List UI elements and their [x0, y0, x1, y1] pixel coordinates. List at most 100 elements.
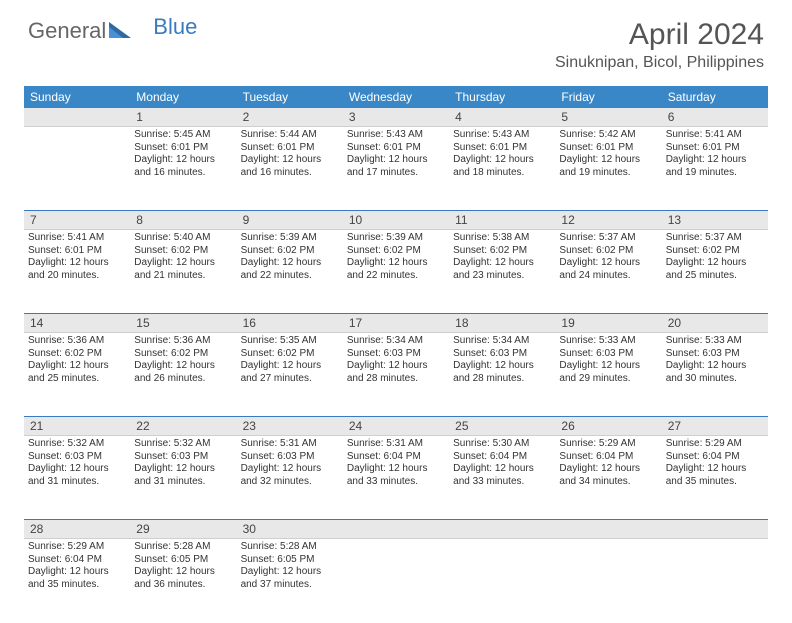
day-number: 21: [24, 417, 130, 435]
sunset-text: Sunset: 6:04 PM: [559, 451, 657, 464]
daylight-text: Daylight: 12 hours and 32 minutes.: [241, 463, 339, 488]
day-number: 28: [24, 520, 130, 538]
daylight-text: Daylight: 12 hours and 22 minutes.: [241, 257, 339, 282]
location-subtitle: Sinuknipan, Bicol, Philippines: [555, 54, 764, 72]
sunrise-text: Sunrise: 5:36 AM: [28, 335, 126, 348]
daylight-text: Daylight: 12 hours and 24 minutes.: [559, 257, 657, 282]
day-number: 8: [130, 211, 236, 229]
daylight-text: Daylight: 12 hours and 35 minutes.: [28, 566, 126, 591]
calendar: Sunday Monday Tuesday Wednesday Thursday…: [24, 86, 768, 623]
week-row: Sunrise: 5:29 AMSunset: 6:04 PMDaylight:…: [24, 539, 768, 623]
sunrise-text: Sunrise: 5:29 AM: [559, 438, 657, 451]
day-number: [449, 520, 555, 538]
day-cell: Sunrise: 5:45 AMSunset: 6:01 PMDaylight:…: [130, 127, 236, 210]
day-number: 9: [237, 211, 343, 229]
day-cell: Sunrise: 5:37 AMSunset: 6:02 PMDaylight:…: [555, 230, 661, 313]
day-details: Sunrise: 5:31 AMSunset: 6:04 PMDaylight:…: [347, 438, 445, 488]
daylight-text: Daylight: 12 hours and 19 minutes.: [559, 154, 657, 179]
sunset-text: Sunset: 6:02 PM: [347, 245, 445, 258]
month-title: April 2024: [555, 18, 764, 52]
day-number: 12: [555, 211, 661, 229]
day-number-row: 123456: [24, 108, 768, 127]
sunset-text: Sunset: 6:02 PM: [559, 245, 657, 258]
week-row: Sunrise: 5:45 AMSunset: 6:01 PMDaylight:…: [24, 127, 768, 211]
day-number: 26: [555, 417, 661, 435]
daylight-text: Daylight: 12 hours and 16 minutes.: [241, 154, 339, 179]
sunrise-text: Sunrise: 5:37 AM: [666, 232, 764, 245]
day-cell: Sunrise: 5:33 AMSunset: 6:03 PMDaylight:…: [662, 333, 768, 416]
weekday-header: Tuesday: [237, 86, 343, 108]
day-details: Sunrise: 5:39 AMSunset: 6:02 PMDaylight:…: [241, 232, 339, 282]
day-cell: Sunrise: 5:32 AMSunset: 6:03 PMDaylight:…: [130, 436, 236, 519]
week-row: Sunrise: 5:32 AMSunset: 6:03 PMDaylight:…: [24, 436, 768, 520]
day-number: 29: [130, 520, 236, 538]
daylight-text: Daylight: 12 hours and 33 minutes.: [453, 463, 551, 488]
day-cell: Sunrise: 5:34 AMSunset: 6:03 PMDaylight:…: [449, 333, 555, 416]
sunrise-text: Sunrise: 5:42 AM: [559, 129, 657, 142]
daylight-text: Daylight: 12 hours and 33 minutes.: [347, 463, 445, 488]
daylight-text: Daylight: 12 hours and 20 minutes.: [28, 257, 126, 282]
day-details: Sunrise: 5:44 AMSunset: 6:01 PMDaylight:…: [241, 129, 339, 179]
daylight-text: Daylight: 12 hours and 36 minutes.: [134, 566, 232, 591]
sunset-text: Sunset: 6:05 PM: [241, 554, 339, 567]
week-row: Sunrise: 5:41 AMSunset: 6:01 PMDaylight:…: [24, 230, 768, 314]
sunrise-text: Sunrise: 5:39 AM: [241, 232, 339, 245]
sunset-text: Sunset: 6:04 PM: [347, 451, 445, 464]
page-header: General Blue April 2024 Sinuknipan, Bico…: [0, 0, 792, 76]
day-number: 19: [555, 314, 661, 332]
day-number: 30: [237, 520, 343, 538]
day-details: Sunrise: 5:33 AMSunset: 6:03 PMDaylight:…: [559, 335, 657, 385]
day-details: Sunrise: 5:28 AMSunset: 6:05 PMDaylight:…: [241, 541, 339, 591]
title-block: April 2024 Sinuknipan, Bicol, Philippine…: [555, 18, 764, 72]
sunset-text: Sunset: 6:03 PM: [347, 348, 445, 361]
sunset-text: Sunset: 6:04 PM: [666, 451, 764, 464]
brand-part2: Blue: [153, 14, 197, 40]
day-details: Sunrise: 5:31 AMSunset: 6:03 PMDaylight:…: [241, 438, 339, 488]
day-details: Sunrise: 5:40 AMSunset: 6:02 PMDaylight:…: [134, 232, 232, 282]
sunset-text: Sunset: 6:03 PM: [559, 348, 657, 361]
sunrise-text: Sunrise: 5:34 AM: [453, 335, 551, 348]
weekday-header: Wednesday: [343, 86, 449, 108]
sunrise-text: Sunrise: 5:30 AM: [453, 438, 551, 451]
day-cell: Sunrise: 5:32 AMSunset: 6:03 PMDaylight:…: [24, 436, 130, 519]
day-number-row: 21222324252627: [24, 417, 768, 436]
daylight-text: Daylight: 12 hours and 17 minutes.: [347, 154, 445, 179]
sunset-text: Sunset: 6:01 PM: [559, 142, 657, 155]
daylight-text: Daylight: 12 hours and 25 minutes.: [666, 257, 764, 282]
day-cell: Sunrise: 5:28 AMSunset: 6:05 PMDaylight:…: [237, 539, 343, 623]
day-number: 7: [24, 211, 130, 229]
daylight-text: Daylight: 12 hours and 34 minutes.: [559, 463, 657, 488]
sunset-text: Sunset: 6:03 PM: [28, 451, 126, 464]
weekday-header-row: Sunday Monday Tuesday Wednesday Thursday…: [24, 86, 768, 108]
day-cell: Sunrise: 5:29 AMSunset: 6:04 PMDaylight:…: [662, 436, 768, 519]
day-details: Sunrise: 5:29 AMSunset: 6:04 PMDaylight:…: [28, 541, 126, 591]
day-number: 25: [449, 417, 555, 435]
day-cell: [662, 539, 768, 623]
sunrise-text: Sunrise: 5:38 AM: [453, 232, 551, 245]
day-number: 23: [237, 417, 343, 435]
day-number: 13: [662, 211, 768, 229]
day-details: Sunrise: 5:41 AMSunset: 6:01 PMDaylight:…: [28, 232, 126, 282]
weekday-header: Friday: [555, 86, 661, 108]
day-cell: Sunrise: 5:29 AMSunset: 6:04 PMDaylight:…: [555, 436, 661, 519]
day-cell: Sunrise: 5:44 AMSunset: 6:01 PMDaylight:…: [237, 127, 343, 210]
sunrise-text: Sunrise: 5:28 AM: [241, 541, 339, 554]
day-cell: [449, 539, 555, 623]
day-cell: [24, 127, 130, 210]
sunrise-text: Sunrise: 5:33 AM: [666, 335, 764, 348]
day-details: Sunrise: 5:36 AMSunset: 6:02 PMDaylight:…: [28, 335, 126, 385]
sunset-text: Sunset: 6:02 PM: [666, 245, 764, 258]
day-number: 2: [237, 108, 343, 126]
sunset-text: Sunset: 6:01 PM: [453, 142, 551, 155]
sunset-text: Sunset: 6:03 PM: [453, 348, 551, 361]
day-number: 5: [555, 108, 661, 126]
daylight-text: Daylight: 12 hours and 18 minutes.: [453, 154, 551, 179]
day-number: [343, 520, 449, 538]
day-number: 20: [662, 314, 768, 332]
sunrise-text: Sunrise: 5:43 AM: [453, 129, 551, 142]
sunset-text: Sunset: 6:02 PM: [28, 348, 126, 361]
sunset-text: Sunset: 6:01 PM: [347, 142, 445, 155]
sunrise-text: Sunrise: 5:31 AM: [347, 438, 445, 451]
day-details: Sunrise: 5:29 AMSunset: 6:04 PMDaylight:…: [559, 438, 657, 488]
day-details: Sunrise: 5:43 AMSunset: 6:01 PMDaylight:…: [347, 129, 445, 179]
